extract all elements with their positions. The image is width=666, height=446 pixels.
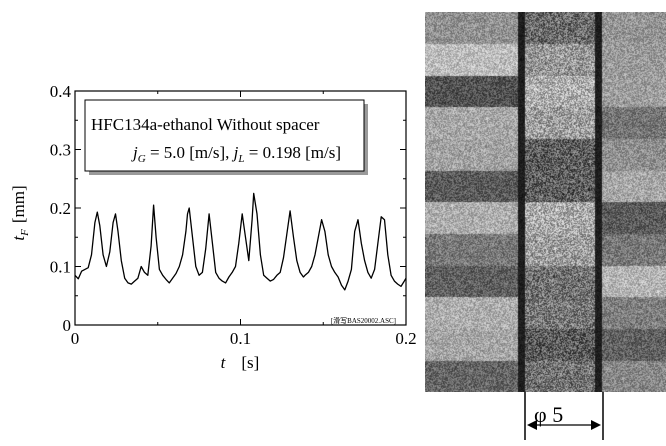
annotation-line1: HFC134a-ethanol Without spacer (91, 115, 320, 134)
y-tick-label: 0.2 (50, 199, 71, 218)
y-tick-label: 0 (63, 316, 72, 335)
file-tag: [滑写BAS20002.ASC] (331, 316, 396, 325)
annotation-line2: jG = 5.0 [m/s], jL = 0.198 [m/s] (131, 143, 341, 165)
y-tick-label: 0.3 (50, 141, 71, 160)
diameter-label: φ 5 (534, 402, 564, 427)
x-axis-label: t [s] (221, 353, 260, 372)
annotation-box: HFC134a-ethanol Without spacer jG = 5.0 … (84, 99, 368, 175)
y-axis-label: tF[mm] (9, 185, 31, 240)
flow-visualization-photo (425, 12, 666, 392)
film-thickness-series (74, 192, 407, 291)
chart: 0 0.1 0.2 0.3 0.4 0 0.1 0.2 [滑写BAS20002.ASC] t… (9, 82, 417, 372)
x-tick-label: 0 (71, 329, 80, 348)
series-layer (74, 192, 407, 291)
svg-text:tF[mm]: tF[mm] (9, 185, 31, 240)
x-axis-ticks: 0 0.1 0.2 (71, 91, 417, 348)
x-tick-label: 0.2 (395, 329, 416, 348)
y-tick-label: 0.4 (50, 82, 72, 101)
y-axis-ticks: 0 0.1 0.2 0.3 0.4 (50, 82, 406, 335)
x-tick-label: 0.1 (230, 329, 251, 348)
y-tick-label: 0.1 (50, 258, 71, 277)
